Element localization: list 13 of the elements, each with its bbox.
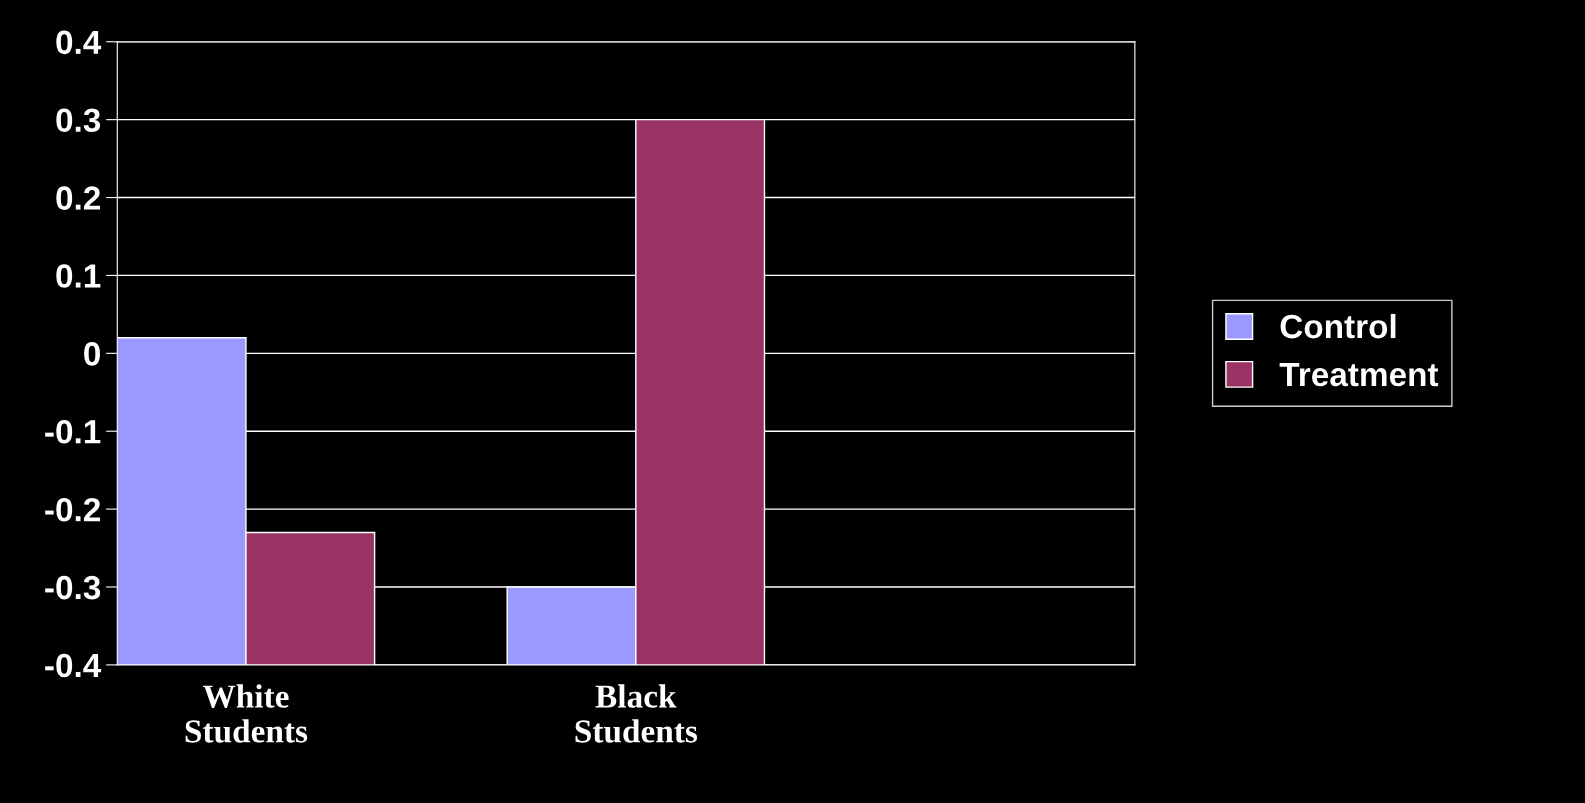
x-tick-label: Black Students	[575, 684, 698, 743]
x-tick-label: White Students	[185, 684, 308, 743]
y-tick-label: -0.2	[45, 497, 100, 522]
y-tick-label: 0	[84, 342, 100, 366]
y-tick-label: 0.3	[56, 108, 101, 133]
y-tick-label: 0.1	[56, 264, 101, 288]
y-tick-label: -0.3	[45, 575, 101, 600]
y-tick-label: 0.2	[56, 186, 100, 210]
y-tick-label: -0.4	[45, 653, 102, 678]
y-tick-label: 0.4	[56, 30, 102, 55]
legend-label: Control	[1280, 313, 1396, 339]
y-tick-label: -0.1	[45, 420, 101, 444]
legend-label: Treatment	[1279, 363, 1439, 387]
